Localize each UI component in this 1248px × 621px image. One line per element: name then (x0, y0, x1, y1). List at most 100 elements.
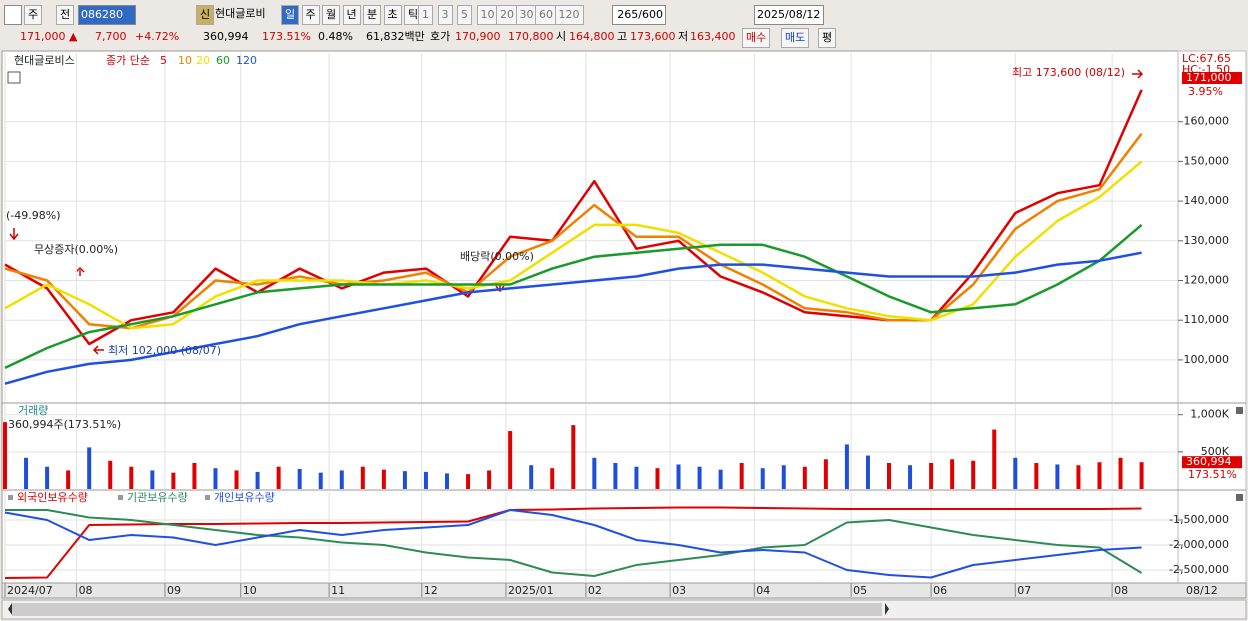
volume-bar (150, 470, 155, 489)
y-tick-label: -2,500,000 (1169, 563, 1229, 576)
new-badge[interactable]: 신 (196, 5, 215, 25)
high-label: 고 (617, 30, 628, 43)
annotation-arrows (9, 69, 1144, 355)
volume-bar (613, 462, 618, 489)
volume-bar (592, 457, 597, 489)
y-tick-label: 150,000 (1184, 154, 1230, 167)
legend-swatch (205, 495, 210, 500)
minute-button[interactable]: 20 (496, 5, 518, 25)
scroll-thumb[interactable] (12, 603, 882, 616)
interval-button[interactable]: 주 (301, 5, 320, 25)
volume-bar (445, 473, 450, 489)
count-max: /600 (638, 8, 663, 21)
count-input[interactable]: 265/600 (612, 5, 666, 25)
volume-bar (697, 466, 702, 489)
table-icon[interactable] (7, 71, 21, 84)
side-label: LC:67.65 (1182, 52, 1231, 65)
volume-bar (739, 462, 744, 489)
side-label: 173.51% (1188, 468, 1237, 481)
period-select[interactable]: 주 (24, 5, 43, 25)
y-tick-label: 120,000 (1184, 274, 1230, 287)
minute-button[interactable]: 5 (457, 5, 472, 25)
volume-bar (1097, 462, 1102, 489)
minute-button[interactable]: 3 (437, 5, 453, 25)
volume-bar (213, 468, 218, 489)
volume-bar (865, 455, 870, 489)
volume-rate: 173.51% (262, 30, 311, 43)
interval-button[interactable]: 월 (322, 5, 341, 25)
minute-button[interactable]: 1 (418, 5, 433, 25)
y-tick-label: -2,000,000 (1169, 538, 1229, 551)
x-tick-label: 12 (424, 584, 438, 597)
x-tick-label: 05 (853, 584, 867, 597)
date-input[interactable]: 2025/08/12 (754, 5, 824, 25)
volume-bar (887, 462, 892, 489)
interval-button[interactable]: 분 (363, 5, 382, 25)
x-tick-label: 08 (1114, 584, 1128, 597)
volume-bar (529, 465, 534, 489)
volume-bar (297, 468, 302, 489)
last-value-label: 171,000 (1186, 71, 1232, 84)
series-line (4, 509, 1142, 579)
volume-bar (823, 459, 828, 489)
panel-close[interactable] (1236, 407, 1243, 414)
change: 7,700 (95, 30, 127, 43)
y-tick-label: -1,500,000 (1169, 513, 1229, 526)
volume-bar (844, 444, 849, 489)
legend-entry: 개인보유수량 (214, 491, 275, 504)
stock-label: 현대글로비스 (14, 54, 75, 67)
chart-background (1, 50, 1247, 599)
legend-entry: 10 (178, 54, 192, 67)
turnover: 0.48% (318, 30, 353, 43)
volume-bar (508, 431, 513, 489)
volume-bar (339, 470, 344, 489)
legend-entry: 20 (196, 54, 210, 67)
code-input[interactable]: 086280 (78, 5, 136, 25)
x-tick-label: 11 (331, 584, 345, 597)
volume-bar (45, 466, 50, 489)
side-label: HC:-1.50 (1182, 63, 1230, 76)
interval-button[interactable]: 년 (342, 5, 361, 25)
y-tick-label: 130,000 (1184, 234, 1230, 247)
volume-bar (950, 459, 955, 489)
volume-bar (992, 429, 997, 489)
open: 164,800 (569, 30, 615, 43)
legend-swatch (8, 495, 13, 500)
volume-bar (66, 470, 71, 489)
x-tick-label: 04 (756, 584, 770, 597)
volume-bar (634, 466, 639, 489)
axis-background (1177, 50, 1247, 599)
volume-bar (487, 470, 492, 489)
view-select[interactable]: 전 (56, 5, 75, 25)
volume-bar (402, 471, 407, 489)
buy-button[interactable]: 매수 (742, 28, 771, 48)
minute-button[interactable]: 60 (535, 5, 557, 25)
y-tick-label: 140,000 (1184, 194, 1230, 207)
volume-bar (655, 468, 660, 489)
x-tick-label: 10 (243, 584, 257, 597)
last-value-box (1182, 456, 1242, 469)
volume-bar (108, 460, 113, 489)
x-tick-label: 06 (933, 584, 947, 597)
avg-button[interactable]: 평 (818, 28, 837, 48)
menu-icon[interactable] (4, 5, 22, 25)
series-line (4, 506, 1142, 579)
y-tick-label: 100,000 (1184, 353, 1230, 366)
legend-entry: 60 (216, 54, 230, 67)
y-tick-label: 110,000 (1184, 313, 1230, 326)
series-line (4, 223, 1143, 370)
minute-button[interactable]: 10 (476, 5, 499, 25)
sell-button[interactable]: 매도 (781, 28, 810, 48)
panel-close[interactable] (1236, 494, 1243, 501)
annotation: (-49.98%) (6, 209, 61, 222)
minute-button[interactable]: 120 (554, 5, 584, 25)
x-end-label: 08/12 (1186, 584, 1218, 597)
volume-bar (550, 468, 555, 489)
interval-button[interactable]: 일 (281, 5, 300, 25)
x-tick-label: 2024/07 (7, 584, 53, 597)
panel-title: 거래량 (18, 404, 48, 417)
series-line (4, 89, 1143, 346)
interval-button[interactable]: 초 (383, 5, 402, 25)
volume-bar (908, 465, 913, 489)
